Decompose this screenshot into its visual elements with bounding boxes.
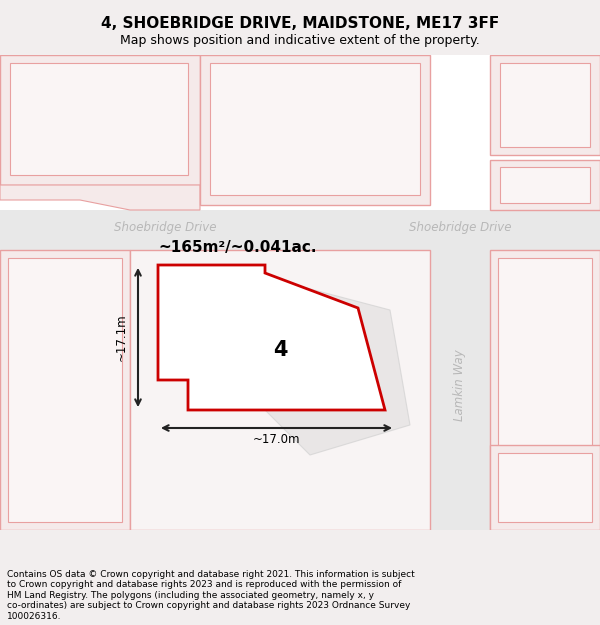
Polygon shape	[0, 185, 200, 210]
Polygon shape	[490, 160, 600, 210]
Polygon shape	[250, 285, 410, 455]
Text: Lamkin Way: Lamkin Way	[454, 349, 467, 421]
Text: Map shows position and indicative extent of the property.: Map shows position and indicative extent…	[120, 34, 480, 47]
Polygon shape	[498, 258, 592, 522]
Polygon shape	[130, 250, 430, 530]
Polygon shape	[500, 167, 590, 203]
Polygon shape	[0, 250, 130, 530]
Polygon shape	[8, 258, 122, 522]
Polygon shape	[500, 63, 590, 147]
Polygon shape	[158, 265, 385, 410]
Polygon shape	[0, 55, 200, 185]
Polygon shape	[490, 250, 600, 530]
Text: Contains OS data © Crown copyright and database right 2021. This information is : Contains OS data © Crown copyright and d…	[7, 570, 415, 621]
Polygon shape	[490, 55, 600, 155]
Text: ~165m²/~0.041ac.: ~165m²/~0.041ac.	[158, 240, 317, 255]
Polygon shape	[200, 55, 430, 205]
Polygon shape	[490, 445, 600, 530]
Text: Shoebridge Drive: Shoebridge Drive	[409, 221, 511, 234]
Polygon shape	[10, 63, 188, 175]
Bar	[0, 210, 600, 250]
Text: 4: 4	[273, 340, 287, 360]
Bar	[430, 250, 490, 530]
Text: 4, SHOEBRIDGE DRIVE, MAIDSTONE, ME17 3FF: 4, SHOEBRIDGE DRIVE, MAIDSTONE, ME17 3FF	[101, 16, 499, 31]
Text: Shoebridge Drive: Shoebridge Drive	[114, 221, 216, 234]
Text: ~17.1m: ~17.1m	[115, 314, 128, 361]
Text: ~17.0m: ~17.0m	[253, 433, 300, 446]
Polygon shape	[210, 63, 420, 195]
Polygon shape	[498, 453, 592, 522]
